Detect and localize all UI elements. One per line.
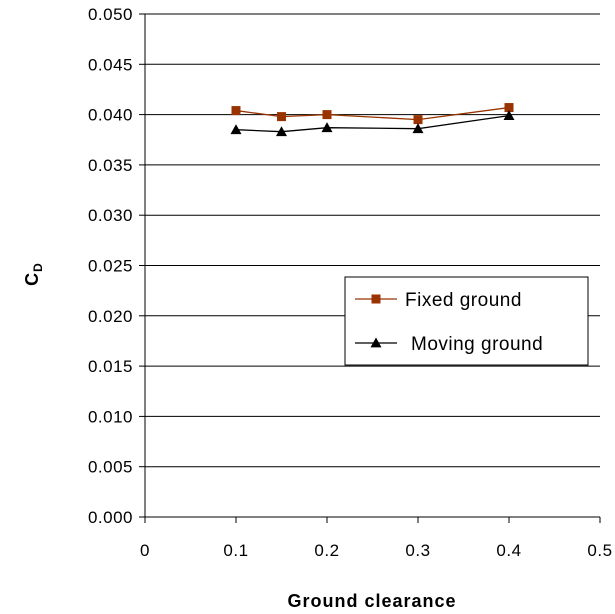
legend-marker-moving-ground [370, 337, 382, 348]
legend-box [344, 276, 589, 366]
series-fixed-ground [231, 103, 514, 125]
data-point [277, 112, 286, 122]
legend-label-moving-ground: Moving ground [411, 334, 543, 355]
data-point [413, 115, 423, 125]
data-point [504, 103, 514, 113]
legend: Fixed ground Moving ground [344, 276, 589, 366]
series-moving-ground [230, 110, 515, 137]
y-tick-label: 0.025 [88, 257, 133, 276]
y-tick-label: 0.015 [88, 357, 133, 376]
y-tick-label: 0.040 [88, 106, 133, 125]
data-point [276, 126, 287, 137]
y-tick-label: 0.000 [88, 508, 133, 527]
x-tick-label: 0.2 [314, 541, 339, 560]
x-tick-label: 0.5 [587, 541, 612, 560]
legend-marker-fixed-ground [371, 294, 381, 304]
y-tick-label: 0.030 [88, 206, 133, 225]
series-line-moving-ground [235, 114, 510, 133]
y-tick-label: 0.020 [88, 307, 133, 326]
data-point [412, 123, 424, 134]
data-point [322, 110, 332, 120]
data-point [321, 122, 333, 133]
y-tick-label: 0.050 [88, 5, 133, 24]
y-tick-label: 0.010 [88, 407, 133, 426]
x-tick-label: 0 [140, 541, 150, 560]
x-axis-ticks: 0 0.1 0.2 0.3 0.4 0.5 [140, 517, 612, 560]
x-tick-label: 0.1 [223, 541, 248, 560]
y-tick-label: 0.045 [88, 55, 133, 74]
x-tick-label: 0.4 [496, 541, 521, 560]
y-tick-label: 0.005 [88, 458, 133, 477]
series-line-fixed-ground [235, 106, 510, 121]
data-point [231, 106, 241, 116]
x-tick-label: 0.3 [405, 541, 430, 560]
y-axis-ticks: 0.000 0.005 0.010 0.015 0.020 0.025 0.030 0.035… [88, 5, 145, 527]
legend-label-fixed-ground: Fixed ground [405, 290, 522, 311]
gridlines [145, 13, 600, 468]
y-axis-label: CD [22, 262, 45, 286]
x-axis-label: Ground clearance [287, 591, 456, 611]
y-axis-label-subscript: D [31, 262, 45, 272]
data-point [230, 124, 242, 135]
data-point [503, 110, 515, 121]
y-tick-label: 0.035 [88, 156, 133, 175]
series-layer [230, 103, 515, 137]
